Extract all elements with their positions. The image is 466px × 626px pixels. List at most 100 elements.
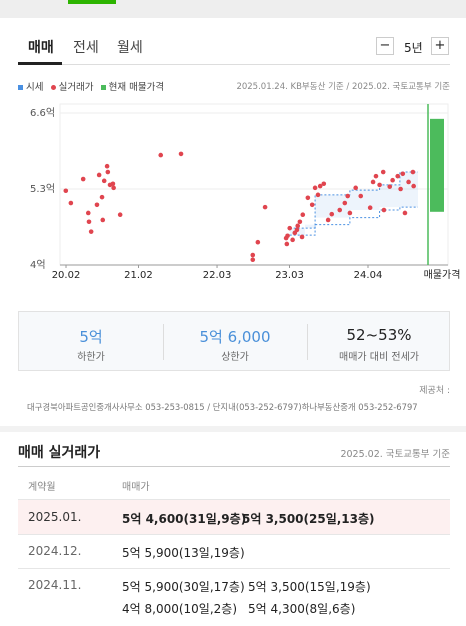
month: 2025.01. <box>28 510 82 524</box>
top-indicator <box>68 0 116 4</box>
tab[interactable]: 매매 <box>28 40 54 56</box>
trade-point <box>111 185 116 191</box>
month: 2024.11. <box>28 578 82 592</box>
trade-point <box>100 217 106 223</box>
price: 5억 3,500(25일,13층) <box>242 512 375 526</box>
legend-label: 시세 <box>26 82 44 93</box>
trade-point <box>411 183 416 189</box>
chart: 4억 5.3억 6.6억 20.02 21.02 22.03 23.03 24.04 매물가격 <box>30 103 461 281</box>
table-header: 계약월 매매가 <box>18 466 450 500</box>
trade-point <box>178 151 184 157</box>
month: 2024.12. <box>28 544 82 558</box>
section-gap <box>0 426 466 432</box>
y-tick-label: 4억 <box>30 259 46 271</box>
trade-point <box>377 182 382 188</box>
plus-button[interactable]: + <box>431 37 449 55</box>
trade-point <box>297 219 303 225</box>
summary-value: 5억 6,000 <box>199 328 271 346</box>
trade-point <box>358 193 364 199</box>
trade-point <box>380 169 386 175</box>
trade-point <box>86 219 92 225</box>
y-tick-label: 5.3억 <box>30 183 55 195</box>
trade-point <box>325 217 331 223</box>
x-tick-label: 20.02 <box>52 270 81 281</box>
trade-point <box>110 181 116 187</box>
trade-point <box>295 223 301 229</box>
header-cell: 매매가 <box>122 482 150 493</box>
trade-point <box>290 237 295 243</box>
quote-line <box>289 206 418 236</box>
trade-point <box>88 229 94 234</box>
trade-point <box>381 207 387 213</box>
summary-label: 하한가 <box>77 352 105 363</box>
source: 2025.01.24. KB부동산 기준 / 2025.02. 국토교통부 기준 <box>236 82 450 92</box>
divider <box>307 324 308 360</box>
trade-point <box>94 202 100 208</box>
trade-point <box>315 192 321 198</box>
divider <box>163 324 164 360</box>
trade-point <box>309 202 315 208</box>
summary-label: 매매가 대비 전세가 <box>339 352 419 363</box>
trade-point <box>105 169 111 175</box>
trade-point <box>400 171 406 177</box>
trade-point <box>373 173 379 179</box>
legend-swatch <box>50 85 56 90</box>
trade-point <box>321 181 327 187</box>
trade-point <box>398 186 403 192</box>
header-cell: 계약월 <box>28 482 56 493</box>
x-tick-label: 23.03 <box>275 270 304 281</box>
section-title: 매매 실거래가 <box>18 445 101 461</box>
trade-point <box>370 179 376 185</box>
trade-point <box>63 188 69 194</box>
tab[interactable]: 월세 <box>117 40 143 56</box>
tab[interactable]: 전세 <box>73 40 99 56</box>
trade-point <box>284 241 290 247</box>
listing-bar <box>430 118 444 212</box>
provider-label: 제공처 : <box>419 386 450 396</box>
listing-label: 매물가격 <box>424 268 461 281</box>
trade-point <box>250 252 256 258</box>
price: 5억 5,900(30일,17층) <box>122 580 245 594</box>
legend-swatch <box>18 85 23 90</box>
table-row: 2025.01. 5억 4,600(31일,9층) 5억 3,500(25일,1… <box>18 500 450 535</box>
trade-point <box>342 200 348 206</box>
x-tick-label: 24.04 <box>354 270 383 281</box>
legend: 시세 실거래가 현재 매물가격 <box>18 79 164 93</box>
trade-point <box>80 176 86 182</box>
summary-box: 5억 하한가 5억 6,000 상한가 52~53% 매매가 대비 전세가 <box>18 311 450 371</box>
trade-point <box>395 173 401 179</box>
table-row: 2024.11. 5억 5,900(30일,17층) 5억 3,500(15일,… <box>18 569 450 626</box>
minus-button[interactable]: − <box>376 37 394 55</box>
trade-point <box>96 172 102 178</box>
trade-point <box>347 210 353 216</box>
trade-point <box>353 185 358 191</box>
trade-point <box>287 225 293 231</box>
trade-point <box>158 152 164 158</box>
trade-point <box>312 185 318 191</box>
trade-point <box>262 204 268 210</box>
trade-point <box>345 193 351 199</box>
trade-point <box>68 200 74 206</box>
legend-label: 현재 매물가격 <box>108 82 165 93</box>
price: 5억 3,500(15일,19층) <box>248 580 371 594</box>
trade-point <box>300 212 306 218</box>
summary-label: 상한가 <box>221 352 249 363</box>
summary-value: 52~53% <box>346 326 412 344</box>
price: 5억 5,900(13일,19층) <box>122 546 245 560</box>
trade-point <box>367 205 373 211</box>
summary-value: 5억 <box>79 328 103 346</box>
trade-point <box>255 239 261 245</box>
trade-point <box>317 183 323 189</box>
trade-point <box>285 233 290 239</box>
trade-point <box>101 178 107 184</box>
trade-point <box>406 179 411 185</box>
quote-line <box>289 171 418 229</box>
trade-point <box>250 257 256 263</box>
legend-label: 실거래가 <box>58 82 94 93</box>
trade-point <box>337 207 343 213</box>
trade-point <box>117 212 123 218</box>
tab-line <box>18 64 450 65</box>
top-bar <box>0 0 466 18</box>
trade-point <box>387 184 393 189</box>
